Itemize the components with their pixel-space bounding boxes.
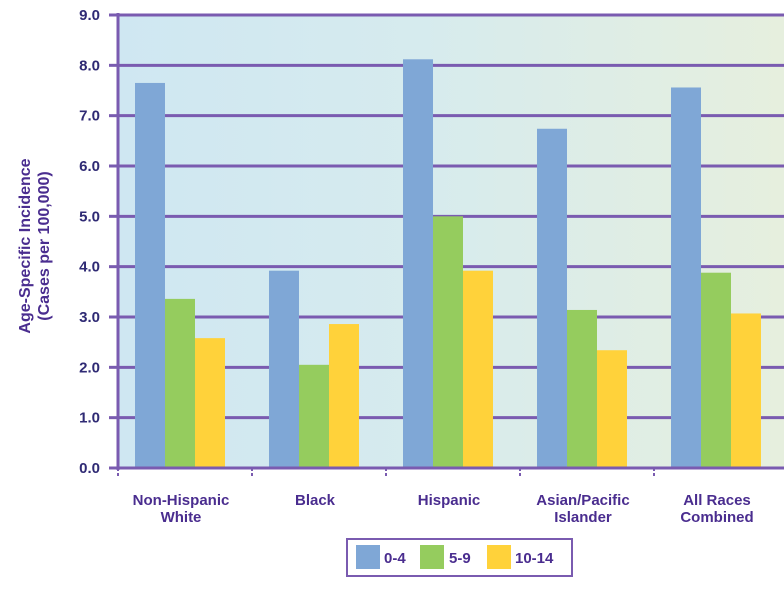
bar-5-9-2 xyxy=(433,216,463,468)
y-tick-label: 1.0 xyxy=(79,410,100,427)
bar-10-14-3 xyxy=(597,350,627,468)
bar-5-9-3 xyxy=(567,309,597,468)
bar-5-9-1 xyxy=(299,364,329,468)
x-category-label: Asian/Pacific Islander xyxy=(536,492,629,526)
legend: 0-4 5-9 10-14 xyxy=(346,538,573,577)
bar-5-9-0 xyxy=(165,298,195,468)
bar-10-14-4 xyxy=(731,313,761,468)
y-axis-title-line2: (Cases per 100,000) xyxy=(36,171,53,320)
legend-swatch-5-9 xyxy=(420,545,444,569)
legend-label-0-4: 0-4 xyxy=(384,550,406,567)
bar-10-14-2 xyxy=(463,270,493,468)
legend-swatch-0-4 xyxy=(356,545,380,569)
y-tick-label: 7.0 xyxy=(79,108,100,125)
bar-10-14-0 xyxy=(195,338,225,468)
y-axis: 0.0 1.0 2.0 3.0 4.0 5.0 6.0 7.0 8.0 9.0 xyxy=(79,7,120,477)
legend-label-10-14: 10-14 xyxy=(515,550,554,567)
x-category-label: Black xyxy=(295,492,336,509)
y-tick-label: 5.0 xyxy=(79,208,100,225)
bar-0-4-1 xyxy=(269,270,299,468)
y-tick-label: 4.0 xyxy=(79,259,100,276)
legend-swatch-10-14 xyxy=(487,545,511,569)
bar-10-14-1 xyxy=(329,324,359,468)
y-axis-title: Age-Specific Incidence xyxy=(17,158,34,333)
y-tick-label: 8.0 xyxy=(79,57,100,74)
bar-0-4-0 xyxy=(135,82,165,468)
bar-5-9-4 xyxy=(701,272,731,468)
y-tick-label: 6.0 xyxy=(79,158,100,175)
bar-0-4-3 xyxy=(537,128,567,468)
x-category-label: Hispanic xyxy=(418,492,481,509)
legend-box xyxy=(346,538,573,577)
bars xyxy=(135,59,761,468)
x-axis: Non-Hispanic White Black Hispanic Asian/Paci… xyxy=(117,466,784,526)
bar-0-4-2 xyxy=(403,59,433,468)
bar-0-4-4 xyxy=(671,87,701,468)
y-tick-label: 2.0 xyxy=(79,359,100,376)
legend-label-5-9: 5-9 xyxy=(449,550,471,567)
y-tick-label: 0.0 xyxy=(79,460,100,477)
y-tick-label: 3.0 xyxy=(79,309,100,326)
y-tick-label: 9.0 xyxy=(79,7,100,24)
x-category-label: All Races Combined xyxy=(680,492,753,526)
x-category-label: Non-Hispanic White xyxy=(133,492,230,526)
